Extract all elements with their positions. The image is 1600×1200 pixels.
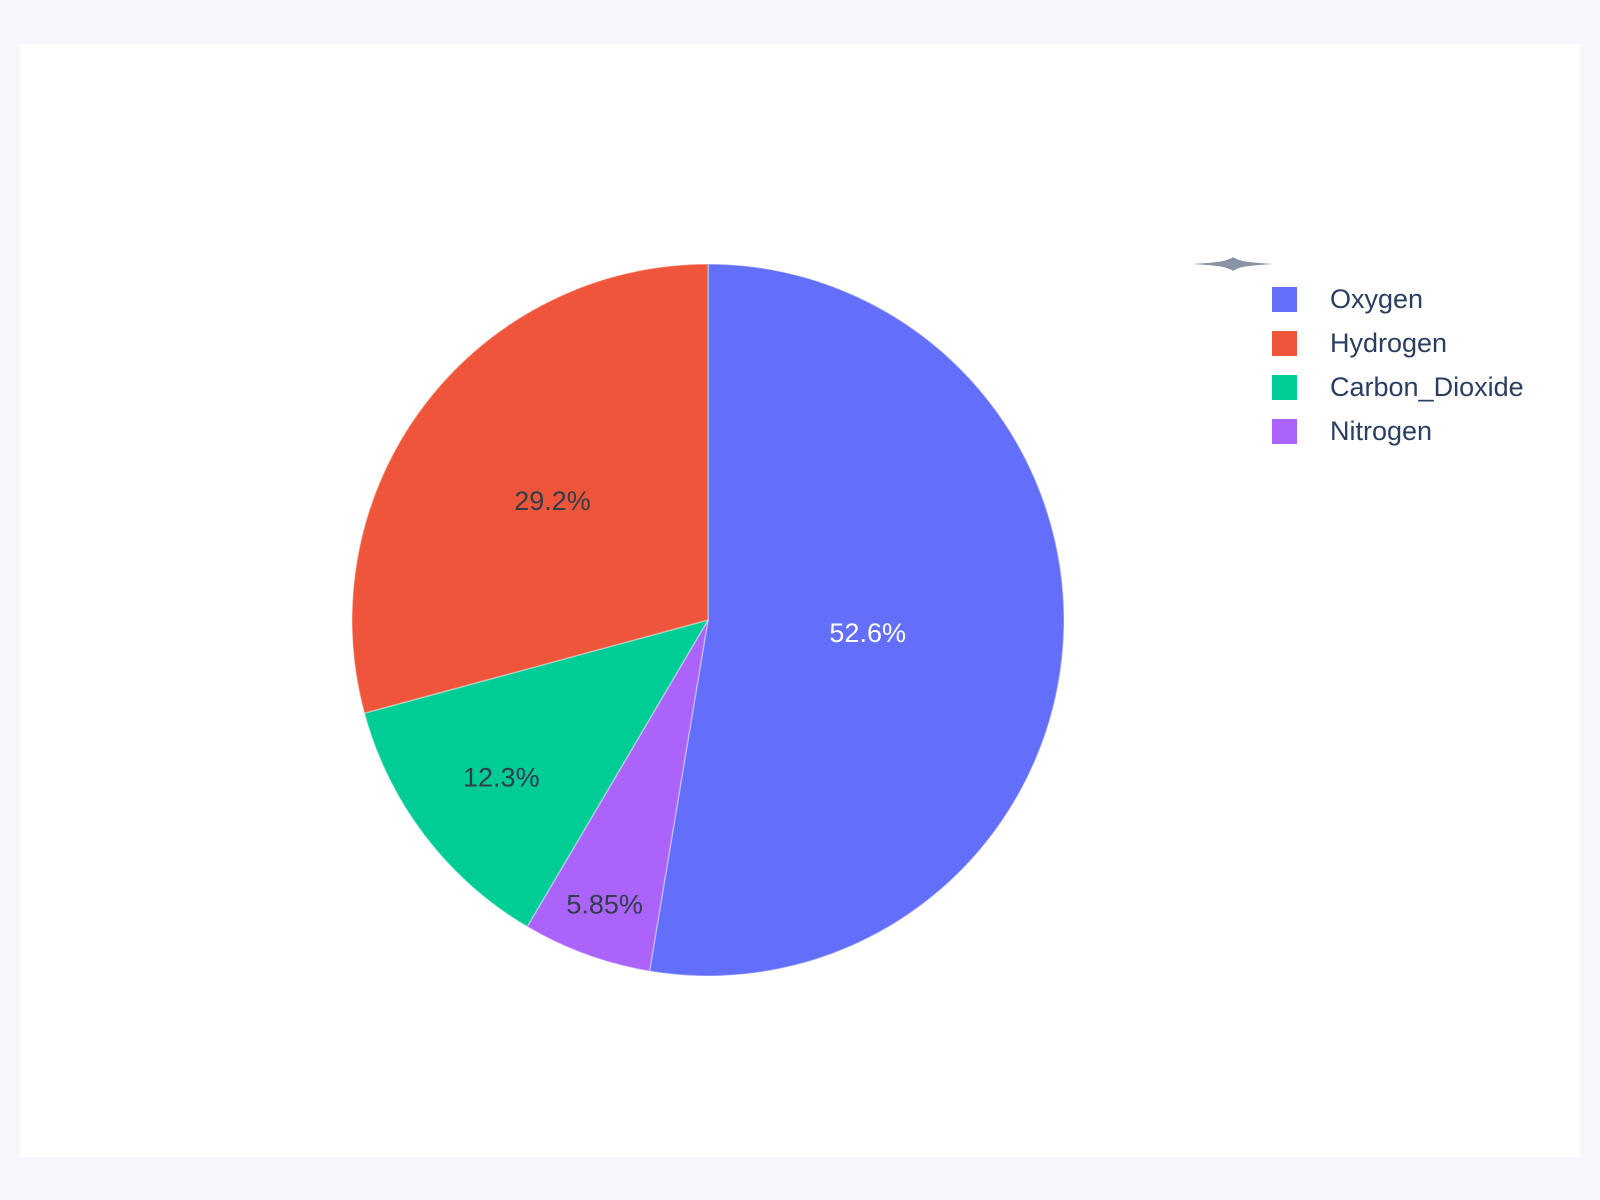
pie-value-label-carbon_dioxide: 12.3% [463,763,540,793]
legend-sparkle-icon [1193,257,1273,271]
legend-label: Carbon_Dioxide [1330,372,1524,402]
pie-slice-carbon_dioxide[interactable] [363,619,709,928]
legend-item-nitrogen[interactable]: Nitrogen [1272,418,1524,445]
legend-swatch-icon [1272,331,1297,356]
legend-label: Oxygen [1330,284,1424,314]
pie-chart: 52.6% 5.85% 12.3% 29.2% [351,263,1065,977]
pie-slice-nitrogen[interactable] [526,619,709,972]
legend: Oxygen Hydrogen Carbon_Dioxide Nitrogen [1272,286,1524,445]
pie-slice-oxygen[interactable] [648,263,1065,977]
legend-swatch-icon [1272,419,1297,444]
legend-swatch-icon [1272,375,1297,400]
pie-slice-hydrogen[interactable] [351,263,709,714]
legend-label: Hydrogen [1330,328,1448,358]
legend-item-carbon_dioxide[interactable]: Carbon_Dioxide [1272,374,1524,401]
pie-value-label-nitrogen: 5.85% [566,889,643,919]
legend-swatch-icon [1272,287,1297,312]
legend-label: Nitrogen [1330,416,1433,446]
pie-value-label-oxygen: 52.6% [829,618,906,648]
legend-item-oxygen[interactable]: Oxygen [1272,286,1524,313]
plot-area: 52.6% 5.85% 12.3% 29.2% Oxygen Hydrogen Carbo… [20,44,1580,1157]
legend-item-hydrogen[interactable]: Hydrogen [1272,330,1524,357]
pie-value-label-hydrogen: 29.2% [514,486,591,516]
